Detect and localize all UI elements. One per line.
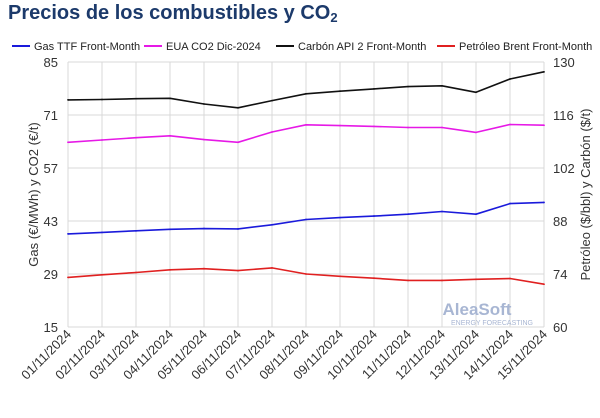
data-point [169, 97, 171, 100]
data-point [373, 215, 375, 217]
data-point [101, 139, 103, 141]
data-point [101, 98, 103, 101]
data-point [339, 90, 341, 93]
data-point [135, 229, 137, 232]
data-point [67, 232, 69, 235]
y-left-axis-label: Gas (€/MWh) y CO2 (€/t) [26, 122, 41, 266]
y-right-tick-label: 102 [553, 161, 575, 176]
data-point [509, 123, 511, 126]
data-point [543, 70, 545, 73]
data-point [339, 275, 341, 278]
data-point [305, 123, 307, 126]
data-point [407, 279, 409, 282]
data-point [237, 269, 239, 272]
data-point [509, 78, 511, 80]
data-point [441, 84, 443, 87]
data-point [203, 103, 205, 105]
y-left-tick-label: 57 [44, 161, 58, 176]
data-point [509, 202, 511, 205]
y-right-tick-label: 60 [553, 320, 567, 335]
data-point [373, 87, 375, 90]
y-left-tick-label: 43 [44, 214, 58, 229]
data-point [237, 106, 239, 109]
data-point [373, 125, 375, 128]
y-right-tick-label: 88 [553, 214, 567, 229]
data-point [441, 210, 443, 213]
data-point [67, 276, 69, 279]
data-point [475, 91, 477, 94]
y-left-tick-label: 85 [44, 55, 58, 70]
watermark-brand: AleaSoft [443, 300, 512, 319]
data-point [509, 277, 511, 280]
data-point [305, 273, 307, 275]
data-point [475, 131, 477, 134]
grid [67, 61, 545, 328]
data-point [203, 267, 205, 270]
legend-label: Petróleo Brent Front-Month [459, 41, 592, 53]
watermark: AleaSoft ENERGY FORECASTING [443, 300, 533, 327]
data-point [543, 201, 545, 204]
data-point [101, 273, 103, 276]
y-right-tick-label: 130 [553, 55, 575, 70]
data-point [305, 218, 307, 221]
legend-label: EUA CO2 Dic-2024 [166, 41, 261, 53]
data-point [441, 126, 443, 129]
data-point [135, 271, 137, 274]
data-point [407, 126, 409, 129]
y-right-tick-label: 116 [553, 108, 574, 123]
y-right-tick-label: 74 [553, 267, 567, 282]
data-point [67, 141, 69, 144]
data-point [101, 231, 103, 234]
legend-label: Gas TTF Front-Month [34, 41, 140, 53]
data-point [475, 213, 477, 216]
chart-title: Precios de los combustibles y CO2 [8, 2, 338, 25]
data-point [237, 141, 239, 144]
data-point [237, 228, 239, 230]
data-point [407, 213, 409, 216]
data-point [169, 134, 171, 137]
data-point [339, 216, 341, 219]
data-point [271, 223, 273, 226]
data-point [543, 124, 545, 127]
data-point [339, 124, 341, 127]
data-point [543, 283, 545, 286]
data-point [135, 136, 137, 139]
data-point [271, 267, 273, 269]
data-point [305, 92, 307, 95]
watermark-tagline: ENERGY FORECASTING [451, 320, 533, 327]
data-point [441, 279, 443, 282]
data-point [203, 227, 205, 230]
data-point [203, 138, 205, 141]
data-point [407, 85, 409, 88]
series-lines [67, 70, 545, 286]
y-right-axis-label: Petróleo ($/bbl) y Carbón ($/t) [578, 109, 593, 281]
data-point [271, 99, 273, 102]
data-point [67, 98, 69, 101]
data-point [135, 97, 137, 100]
y-left-tick-label: 71 [44, 108, 58, 123]
data-point [373, 277, 375, 280]
legend-label: Carbón API 2 Front-Month [298, 41, 426, 53]
data-point [475, 278, 477, 281]
y-left-tick-label: 15 [44, 320, 58, 335]
data-point [271, 131, 273, 133]
y-left-tick-label: 29 [44, 267, 58, 282]
data-point [169, 228, 171, 231]
legend: Gas TTF Front-Month EUA CO2 Dic-2024 Carbó… [12, 41, 592, 53]
data-point [169, 268, 171, 271]
